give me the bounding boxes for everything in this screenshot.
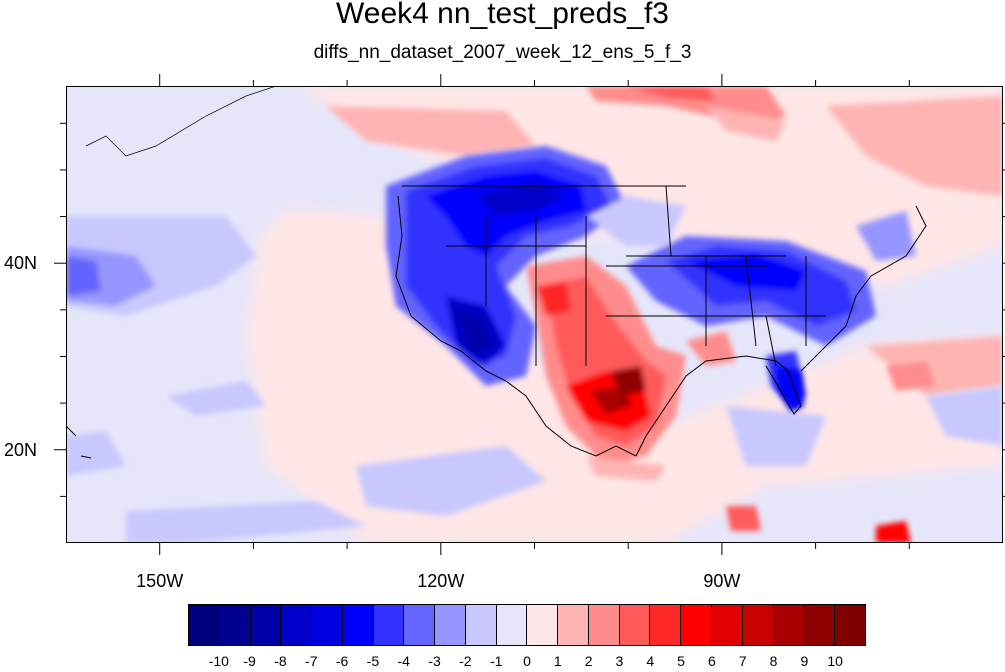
anomaly-field — [66, 86, 1003, 543]
colorbar-level-label: 9 — [800, 653, 809, 669]
lat-label: 20N — [4, 439, 38, 460]
colorbar-swatch — [527, 605, 559, 645]
lon-label: 90W — [703, 571, 741, 591]
colorbar-level-label: 2 — [584, 653, 593, 669]
colorbar-swatch — [558, 605, 589, 645]
colorbar-swatch — [773, 605, 805, 645]
colorbar-swatch — [804, 605, 836, 645]
colorbar-swatch — [189, 605, 220, 645]
colorbar-level-label: -6 — [335, 653, 349, 669]
colorbar-level-label: 8 — [769, 653, 778, 669]
colorbar-swatch — [650, 605, 682, 645]
colorbar-level-label: -1 — [489, 653, 503, 669]
colorbar-swatch — [435, 605, 466, 645]
lat-label: 40N — [4, 253, 38, 274]
colorbar-level-label: 0 — [523, 653, 531, 669]
colorbar-level-label: -7 — [305, 653, 318, 669]
colorbar-level-label: -5 — [366, 653, 380, 669]
colorbar-swatch — [342, 605, 374, 645]
colorbar — [188, 604, 866, 646]
map-title: Week4 nn_test_preds_f3 — [335, 0, 669, 30]
colorbar-level-label: 10 — [827, 653, 843, 669]
colorbar-level-label: -2 — [459, 653, 472, 669]
lon-label: 150W — [136, 571, 184, 591]
colorbar-swatch — [281, 605, 313, 645]
colorbar-swatch — [465, 605, 497, 645]
colorbar-swatch — [404, 605, 436, 645]
colorbar-level-label: -3 — [428, 653, 441, 669]
colorbar-level-label: -9 — [243, 653, 256, 669]
colorbar-level-label: -8 — [274, 653, 287, 669]
colorbar-swatch — [312, 605, 343, 645]
colorbar-level-label: -10 — [208, 653, 229, 669]
colorbar-level-label: 6 — [708, 653, 716, 669]
colorbar-swatch — [219, 605, 251, 645]
lon-label: 120W — [417, 571, 465, 591]
colorbar-level-label: 7 — [738, 653, 747, 669]
colorbar-swatch — [373, 605, 405, 645]
map-subtitle: diffs_nn_dataset_2007_week_12_ens_5_f_3 — [313, 42, 692, 63]
colorbar-swatch — [681, 605, 713, 645]
colorbar-swatch — [742, 605, 774, 645]
colorbar-level-label: 1 — [553, 653, 562, 669]
colorbar-swatch — [496, 605, 528, 645]
colorbar-swatch — [619, 605, 651, 645]
colorbar-level-label: 5 — [677, 653, 685, 669]
colorbar-level-label: -4 — [397, 653, 410, 669]
colorbar-level-label: 4 — [646, 653, 655, 669]
colorbar-swatch — [250, 605, 282, 645]
colorbar-swatch — [712, 605, 743, 645]
colorbar-level-label: 3 — [615, 653, 624, 669]
colorbar-swatch — [835, 605, 865, 645]
map-panel — [66, 86, 1003, 543]
colorbar-swatch — [588, 605, 620, 645]
